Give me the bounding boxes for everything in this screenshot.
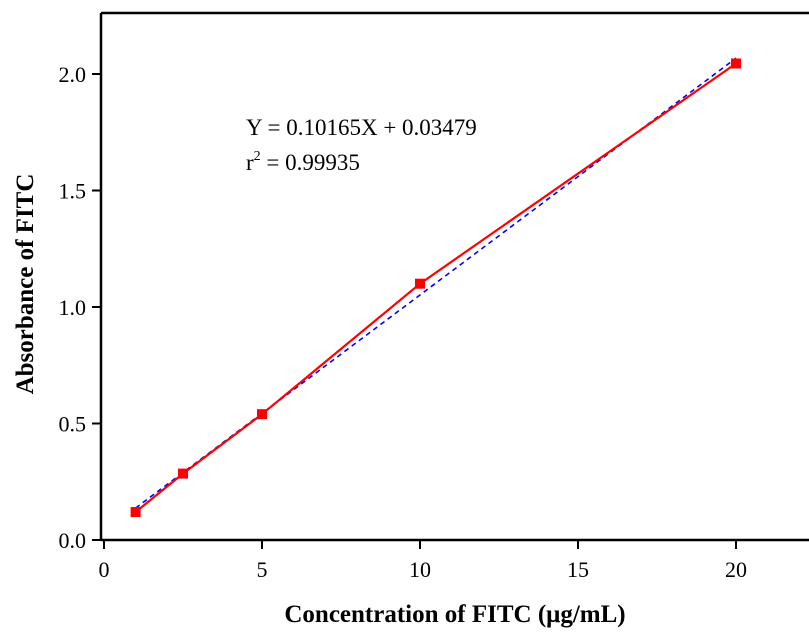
r-squared-exponent: 2 [254,149,261,164]
x-tick-label: 20 [725,557,747,582]
r-squared-value: = 0.99935 [261,150,360,175]
data-point-marker [415,278,425,289]
data-series [130,57,741,518]
r-squared-prefix: r [246,150,254,175]
x-axis-title: Concentration of FITC (μg/mL) [284,601,625,628]
data-point-marker [257,409,267,420]
data-point-marker [130,507,141,518]
plot-frame [99,11,809,542]
data-point-marker [178,468,188,479]
x-axis-ticks: 0 5 10 15 20 [99,540,747,582]
y-tick-label: 0.5 [59,412,87,437]
x-tick-label: 15 [567,557,589,582]
x-tick-label: 0 [99,557,110,582]
y-axis-ticks: 0.0 0.5 1.0 1.5 2.0 [59,62,101,553]
y-tick-label: 2.0 [59,62,87,87]
r-squared: r2 = 0.99935 [246,149,360,175]
y-axis-title: Absorbance of FITC [12,174,39,395]
data-point-marker [731,58,741,69]
fit-equation: Y = 0.10165X + 0.03479 [246,115,477,140]
y-tick-label: 0.0 [59,528,87,553]
y-tick-label: 1.0 [59,295,87,320]
x-tick-label: 5 [257,557,268,582]
x-tick-label: 10 [409,557,431,582]
y-tick-label: 1.5 [59,179,87,204]
